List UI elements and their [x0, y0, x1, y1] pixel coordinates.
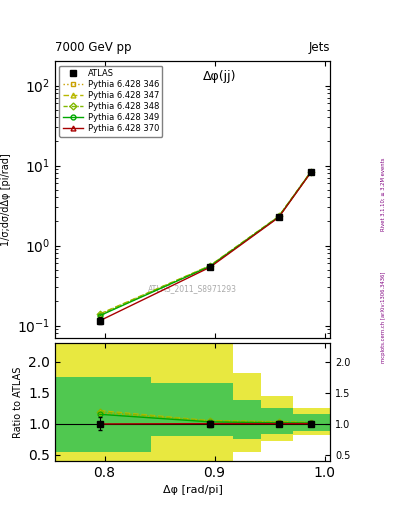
Text: mcplots.cern.ch [arXiv:1306.3436]: mcplots.cern.ch [arXiv:1306.3436]	[381, 272, 386, 363]
Text: Jets: Jets	[309, 41, 330, 54]
Text: 7000 GeV pp: 7000 GeV pp	[55, 41, 132, 54]
Text: Rivet 3.1.10; ≥ 3.2M events: Rivet 3.1.10; ≥ 3.2M events	[381, 158, 386, 231]
Text: Δφ(jj): Δφ(jj)	[203, 70, 237, 83]
Legend: ATLAS, Pythia 6.428 346, Pythia 6.428 347, Pythia 6.428 348, Pythia 6.428 349, P: ATLAS, Pythia 6.428 346, Pythia 6.428 34…	[59, 66, 162, 137]
Y-axis label: 1/σ;dσ/dΔφ [pi/rad]: 1/σ;dσ/dΔφ [pi/rad]	[2, 153, 11, 246]
Text: ATLAS_2011_S8971293: ATLAS_2011_S8971293	[148, 284, 237, 293]
Y-axis label: Ratio to ATLAS: Ratio to ATLAS	[13, 366, 23, 438]
X-axis label: Δφ [rad/pi]: Δφ [rad/pi]	[163, 485, 222, 495]
